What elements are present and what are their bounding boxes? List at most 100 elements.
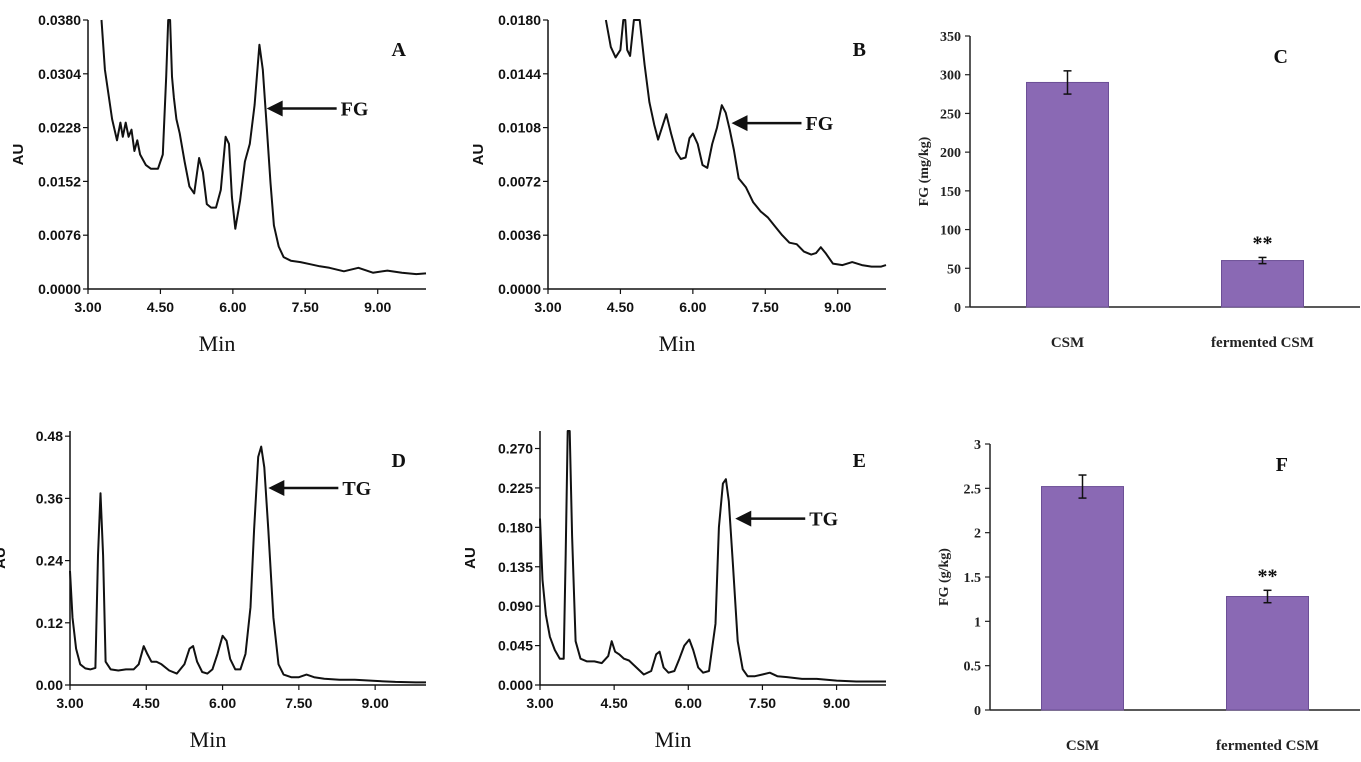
y-tick-label: 0.0072 xyxy=(498,173,541,189)
category-label: fermented CSM xyxy=(1216,738,1319,754)
x-tick-label: 7.50 xyxy=(292,299,319,315)
bar xyxy=(1226,596,1309,711)
y-tick-label: 0.270 xyxy=(498,441,533,457)
significance-marker: ** xyxy=(1253,232,1273,254)
y-tick-label: 2 xyxy=(974,527,981,542)
panel-a: 0.0000 0.0076 0.0152 0.0228 0.0304 0.0380 3.00… xyxy=(10,12,427,356)
x-axis-label: Min xyxy=(190,727,227,752)
y-tick-label: 50 xyxy=(947,262,961,277)
x-tick-label: 4.50 xyxy=(133,695,160,711)
panel-letter: B xyxy=(853,39,866,61)
y-tick-label: 0.180 xyxy=(498,519,533,535)
y-tick-label: 200 xyxy=(940,146,961,161)
y-tick-label: 0.0380 xyxy=(38,12,81,28)
annotation-label: FG xyxy=(805,113,833,135)
category-label: CSM xyxy=(1066,738,1099,754)
y-tick-label: 1 xyxy=(974,615,981,630)
x-tick-label: 3.00 xyxy=(74,299,101,315)
y-tick-label: 0 xyxy=(954,301,961,316)
annotation-label: FG xyxy=(341,98,369,120)
panel-letter: E xyxy=(853,450,866,472)
y-tick-label: 0.36 xyxy=(36,490,63,506)
x-tick-label: 6.00 xyxy=(219,299,246,315)
y-tick-label: 0.000 xyxy=(498,677,533,693)
y-tick-label: 0.045 xyxy=(498,638,533,654)
y-tick-label: 0 xyxy=(974,704,981,719)
x-tick-label: 3.00 xyxy=(56,695,83,711)
panel-letter: A xyxy=(392,39,407,61)
y-tick-label: 0.0076 xyxy=(38,227,81,243)
x-tick-label: 4.50 xyxy=(607,299,634,315)
x-tick-label: 9.00 xyxy=(823,695,850,711)
arrow-head xyxy=(266,100,283,117)
y-tick-label: 0.090 xyxy=(498,598,533,614)
x-tick-label: 3.00 xyxy=(526,695,553,711)
y-axis-label: AU xyxy=(0,547,9,569)
x-axis-label: Min xyxy=(655,727,692,752)
y-tick-label: 0.0000 xyxy=(38,281,81,297)
arrow-head xyxy=(731,115,748,132)
x-tick-label: 7.50 xyxy=(749,695,776,711)
y-tick-label: 150 xyxy=(940,185,961,200)
x-tick-label: 9.00 xyxy=(824,299,851,315)
bar xyxy=(1041,486,1124,711)
x-tick-label: 6.00 xyxy=(675,695,702,711)
series-line xyxy=(100,19,427,276)
y-tick-label: 0.225 xyxy=(498,480,533,496)
y-tick-label: 0.0036 xyxy=(498,227,541,243)
y-tick-label: 0.48 xyxy=(36,428,63,444)
y-tick-label: 0.0144 xyxy=(498,66,541,82)
y-tick-label: 0.0228 xyxy=(38,120,81,136)
y-tick-label: 0.0152 xyxy=(38,173,81,189)
y-tick-label: 0.0108 xyxy=(498,120,541,136)
x-tick-label: 7.50 xyxy=(285,695,312,711)
y-axis-label: AU xyxy=(10,144,27,166)
y-tick-label: 100 xyxy=(940,224,961,239)
category-label: fermented CSM xyxy=(1211,335,1314,351)
panel-letter: D xyxy=(392,450,406,472)
y-tick-label: 300 xyxy=(940,69,961,84)
y-tick-label: 3 xyxy=(974,438,981,453)
x-axis-label: Min xyxy=(659,331,696,356)
x-tick-label: 4.50 xyxy=(147,299,174,315)
y-tick-label: 0.24 xyxy=(36,553,63,569)
significance-marker: ** xyxy=(1258,565,1278,587)
y-tick-label: 0.135 xyxy=(498,559,533,575)
y-tick-label: 1.5 xyxy=(964,571,982,586)
x-tick-label: 9.00 xyxy=(362,695,389,711)
y-tick-label: 250 xyxy=(940,107,961,122)
x-tick-label: 3.00 xyxy=(534,299,561,315)
y-axis-label: AU xyxy=(470,144,487,166)
x-tick-label: 6.00 xyxy=(679,299,706,315)
peak-annotation: TG xyxy=(268,478,372,500)
y-axis-label: AU xyxy=(462,547,479,569)
y-tick-label: 350 xyxy=(940,30,961,45)
bar xyxy=(1221,260,1304,308)
arrow-head xyxy=(735,510,752,527)
y-axis-label: FG (mg/kg) xyxy=(917,136,932,206)
x-tick-label: 7.50 xyxy=(752,299,779,315)
panel-c: 0 50 100 150 200 250 300 350 CSM ** fermented CSM F… xyxy=(917,30,1360,351)
x-tick-label: 4.50 xyxy=(601,695,628,711)
annotation-label: TG xyxy=(809,509,838,531)
panel-b: 0.0000 0.0036 0.0072 0.0108 0.0144 0.0180 3.00… xyxy=(470,12,887,356)
series-line xyxy=(69,445,426,684)
peak-annotation: FG xyxy=(266,98,369,120)
category-label: CSM xyxy=(1051,335,1084,351)
panel-f: 0 0.5 1 1.5 2 2.5 3 CSM ** fermented CSM FG (g/kg)… xyxy=(937,438,1360,754)
x-axis-label: Min xyxy=(199,331,236,356)
peak-annotation: FG xyxy=(731,113,834,135)
x-tick-label: 6.00 xyxy=(209,695,236,711)
peak-annotation: TG xyxy=(735,509,839,531)
y-tick-label: 0.00 xyxy=(36,677,63,693)
y-tick-label: 0.0000 xyxy=(498,281,541,297)
y-tick-label: 2.5 xyxy=(964,482,982,497)
panel-letter: C xyxy=(1274,46,1288,68)
y-tick-label: 0.5 xyxy=(964,660,982,675)
series-line xyxy=(539,430,886,683)
panel-e: 0.000 0.045 0.090 0.135 0.180 0.225 0.270 3.00 4… xyxy=(462,430,886,752)
bar xyxy=(1026,81,1109,308)
panel-letter: F xyxy=(1276,454,1288,476)
y-tick-label: 0.0180 xyxy=(498,12,541,28)
